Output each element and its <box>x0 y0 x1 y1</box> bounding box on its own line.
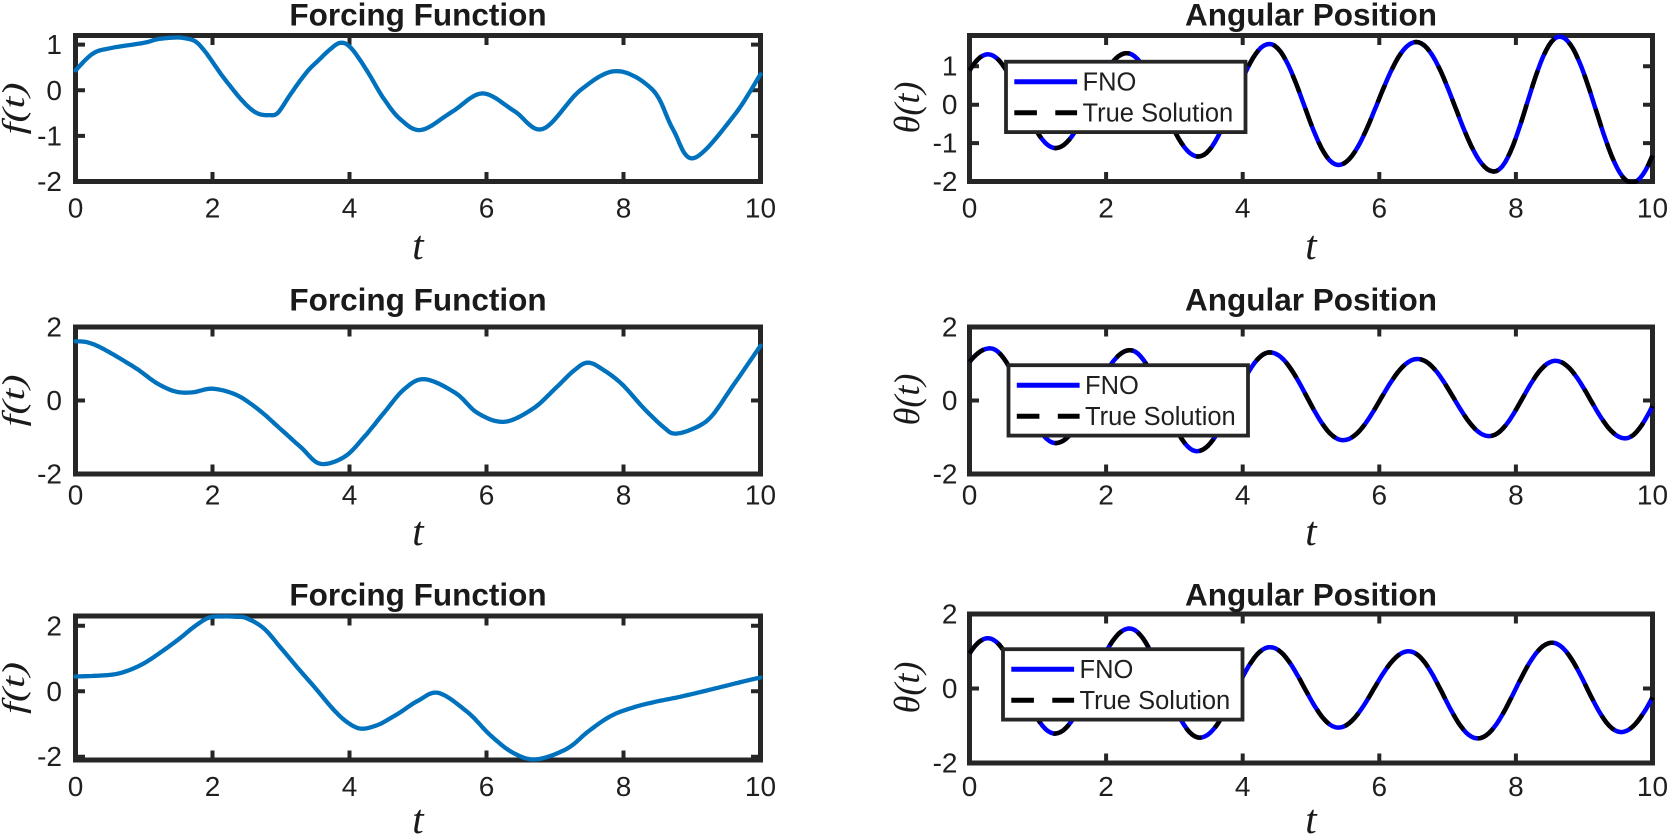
svg-text:1: 1 <box>46 29 62 60</box>
svg-text:-2: -2 <box>37 741 62 772</box>
svg-text:0: 0 <box>46 385 62 416</box>
svg-text:t: t <box>1305 508 1318 554</box>
svg-text:θ(t): θ(t) <box>887 82 927 134</box>
svg-text:8: 8 <box>1508 480 1524 511</box>
svg-text:-2: -2 <box>933 748 958 779</box>
svg-text:t: t <box>412 508 425 554</box>
svg-text:2: 2 <box>46 312 62 343</box>
svg-text:4: 4 <box>1235 771 1251 802</box>
svg-text:8: 8 <box>616 193 632 224</box>
svg-text:6: 6 <box>479 193 495 224</box>
svg-text:Angular Position: Angular Position <box>1185 0 1437 33</box>
svg-text:6: 6 <box>479 480 495 511</box>
svg-text:8: 8 <box>1508 193 1524 224</box>
svg-text:True Solution: True Solution <box>1080 687 1231 715</box>
svg-text:Forcing Function: Forcing Function <box>289 577 546 613</box>
svg-text:10: 10 <box>1637 193 1668 224</box>
svg-text:10: 10 <box>1637 480 1668 511</box>
svg-text:0: 0 <box>942 89 958 120</box>
svg-text:8: 8 <box>1508 771 1524 802</box>
svg-text:Angular Position: Angular Position <box>1185 282 1437 318</box>
svg-text:-1: -1 <box>933 128 958 159</box>
svg-text:4: 4 <box>1235 480 1251 511</box>
svg-text:-1: -1 <box>37 120 62 151</box>
svg-text:FNO: FNO <box>1083 68 1137 96</box>
svg-text:4: 4 <box>342 480 358 511</box>
svg-text:10: 10 <box>1637 771 1668 802</box>
svg-text:θ(t): θ(t) <box>887 662 927 714</box>
svg-text:2: 2 <box>46 610 62 641</box>
svg-text:4: 4 <box>342 193 358 224</box>
svg-text:2: 2 <box>1098 480 1114 511</box>
svg-text:0: 0 <box>962 480 978 511</box>
svg-text:2: 2 <box>205 480 221 511</box>
svg-text:t: t <box>1305 796 1318 839</box>
svg-text:Forcing Function: Forcing Function <box>289 282 546 318</box>
svg-text:4: 4 <box>1235 193 1251 224</box>
svg-text:-2: -2 <box>37 166 62 197</box>
svg-text:0: 0 <box>962 193 978 224</box>
svg-text:1: 1 <box>942 51 958 82</box>
svg-text:f(t): f(t) <box>0 662 31 714</box>
svg-text:0: 0 <box>68 771 84 802</box>
svg-text:θ(t): θ(t) <box>887 374 927 426</box>
svg-text:10: 10 <box>745 193 776 224</box>
svg-text:2: 2 <box>205 193 221 224</box>
svg-text:-2: -2 <box>933 459 958 490</box>
svg-text:Angular Position: Angular Position <box>1185 577 1437 613</box>
svg-text:0: 0 <box>46 676 62 707</box>
svg-text:8: 8 <box>616 771 632 802</box>
svg-text:0: 0 <box>68 480 84 511</box>
svg-text:2: 2 <box>1098 771 1114 802</box>
svg-text:-2: -2 <box>37 459 62 490</box>
svg-text:-2: -2 <box>933 166 958 197</box>
svg-text:8: 8 <box>616 480 632 511</box>
svg-text:2: 2 <box>942 312 958 343</box>
svg-text:t: t <box>412 222 425 268</box>
svg-text:4: 4 <box>342 771 358 802</box>
svg-text:True Solution: True Solution <box>1085 403 1236 431</box>
svg-text:t: t <box>1305 222 1318 268</box>
svg-text:2: 2 <box>1098 193 1114 224</box>
svg-text:Forcing Function: Forcing Function <box>289 0 546 33</box>
svg-text:0: 0 <box>942 385 958 416</box>
svg-text:2: 2 <box>205 771 221 802</box>
svg-text:10: 10 <box>745 771 776 802</box>
svg-text:t: t <box>412 796 425 839</box>
svg-text:f(t): f(t) <box>0 375 31 427</box>
svg-text:True Solution: True Solution <box>1083 99 1234 127</box>
svg-text:6: 6 <box>1372 771 1388 802</box>
svg-text:FNO: FNO <box>1085 372 1139 400</box>
svg-text:FNO: FNO <box>1080 656 1134 684</box>
svg-text:0: 0 <box>46 75 62 106</box>
svg-text:6: 6 <box>479 771 495 802</box>
svg-text:f(t): f(t) <box>0 83 31 135</box>
svg-text:0: 0 <box>962 771 978 802</box>
svg-text:10: 10 <box>745 480 776 511</box>
svg-text:2: 2 <box>942 599 958 630</box>
svg-text:6: 6 <box>1372 193 1388 224</box>
svg-text:0: 0 <box>942 673 958 704</box>
svg-text:0: 0 <box>68 193 84 224</box>
svg-text:6: 6 <box>1372 480 1388 511</box>
